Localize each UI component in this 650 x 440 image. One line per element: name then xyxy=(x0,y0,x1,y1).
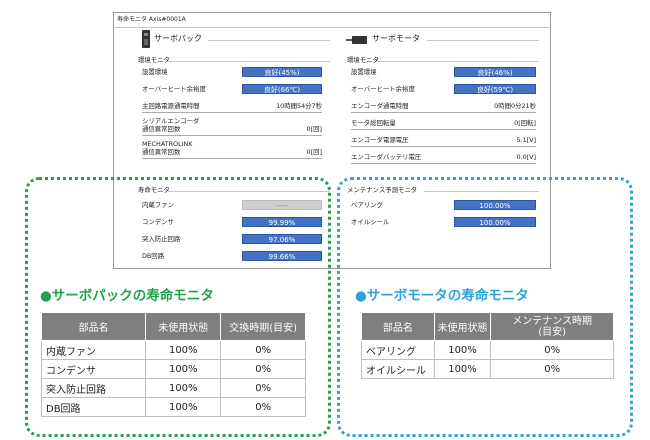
motor-install-env-bar: 良好(46%) xyxy=(454,67,536,77)
pack-overheat-bar: 良好(66℃) xyxy=(242,84,322,94)
life-item-bar: 97.06% xyxy=(242,234,322,244)
table-row: ベアリング 100% 0% xyxy=(361,340,614,360)
table-cell: ベアリング xyxy=(361,340,435,360)
pack-install-env-bar: 良好(45%) xyxy=(242,67,322,77)
motor-battery-voltage-value: 0.0[V] xyxy=(516,153,536,161)
life-item-bar: 99.66% xyxy=(242,251,322,261)
maint-item-bar: 100.00% xyxy=(454,217,536,227)
motor-install-env-label: 設置環境 xyxy=(351,68,377,76)
servomotor-header: サーボモータ xyxy=(372,34,420,43)
motor-encoder-time-label: エンコーダ通電時間 xyxy=(351,102,409,110)
table-header: 交換時期(目安) xyxy=(220,312,306,341)
servopack-icon xyxy=(142,30,150,48)
table-header: 部品名 xyxy=(40,312,147,341)
table-row: 内蔵ファン 100% 0% xyxy=(40,340,306,360)
maint-item-label: オイルシール xyxy=(351,218,390,226)
pack-mechatrolink-value: 0[回] xyxy=(306,148,322,156)
pack-main-power-label: 主回路電源通電時間 xyxy=(142,102,200,110)
motor-overheat-bar: 良好(59℃) xyxy=(454,84,536,94)
table-cell: 0% xyxy=(220,359,306,379)
pack-serial-encoder-sub: 通信異常回数 xyxy=(142,125,181,133)
pack-serial-encoder-label: シリアルエンコーダ xyxy=(142,117,200,125)
servopack-header: サーボパック xyxy=(154,34,202,43)
pack-main-power-value: 10時間54分7秒 xyxy=(276,102,322,110)
table-cell: 0% xyxy=(220,397,306,417)
life-item-label: コンデンサ xyxy=(142,218,174,226)
table-cell: 100% xyxy=(433,340,492,360)
pack-env-title: 環境モニタ xyxy=(138,56,170,64)
life-item-label: DB回路 xyxy=(142,252,165,260)
pack-life-callout xyxy=(25,177,331,437)
maint-item-label: ベアリング xyxy=(351,201,383,209)
table-row: コンデンサ 100% 0% xyxy=(40,359,306,379)
motor-encoder-voltage-label: エンコーダ電源電圧 xyxy=(351,136,409,144)
pack-life-table: 部品名 未使用状態 交換時期(目安) 内蔵ファン 100% 0% コンデンサ 1… xyxy=(40,312,306,417)
pack-mechatrolink-label: MECHATROLINK xyxy=(142,140,193,148)
table-cell: 内蔵ファン xyxy=(40,340,147,360)
motor-overheat-label: オーバーヒート余裕度 xyxy=(351,85,415,93)
table-header: 未使用状態 xyxy=(433,312,492,341)
table-cell: 0% xyxy=(490,340,614,360)
table-row: 突入防止回路 100% 0% xyxy=(40,378,306,398)
table-header-line: メンテナンス時期 xyxy=(512,315,593,327)
table-row: オイルシール 100% 0% xyxy=(361,359,614,379)
table-cell: 100% xyxy=(433,359,492,379)
maint-item-bar: 100.00% xyxy=(454,200,536,210)
life-item-label: 突入防止回路 xyxy=(142,235,181,243)
table-cell: コンデンサ xyxy=(40,359,147,379)
motor-table-title: ●サーボモータの寿命モニタ xyxy=(355,288,529,304)
table-header-maint: メンテナンス時期 (目安) xyxy=(490,312,614,341)
table-cell: 100% xyxy=(145,397,222,417)
pack-life-title: 寿命モニタ xyxy=(138,186,170,194)
table-cell: 100% xyxy=(145,359,222,379)
life-item-label: 内蔵ファン xyxy=(142,201,174,209)
table-cell: 突入防止回路 xyxy=(40,378,147,398)
monitor-window: 寿命モニタ Axis#0001A サーボパック 環境モニタ 設置環境 良好(45… xyxy=(113,12,551,269)
pack-serial-encoder-value: 0[回] xyxy=(306,125,322,133)
table-header: 部品名 xyxy=(361,312,435,341)
table-cell: オイルシール xyxy=(361,359,435,379)
motor-env-title: 環境モニタ xyxy=(347,56,379,64)
pack-table-title: ●サーボパックの寿命モニタ xyxy=(40,288,214,304)
life-item-bar: 99.99% xyxy=(242,217,322,227)
pack-overheat-label: オーバーヒート余裕度 xyxy=(142,85,206,93)
motor-rotation-value: 0[回転] xyxy=(514,119,536,127)
motor-maint-title: メンテナンス予測モニタ xyxy=(347,186,418,194)
table-header: 未使用状態 xyxy=(145,312,222,341)
table-cell: DB回路 xyxy=(40,397,147,417)
table-cell: 100% xyxy=(145,340,222,360)
table-cell: 0% xyxy=(220,378,306,398)
motor-rotation-label: モータ総回転量 xyxy=(351,119,396,127)
motor-encoder-time-value: 0時間0分21秒 xyxy=(494,102,536,110)
window-title: 寿命モニタ Axis#0001A xyxy=(114,13,550,28)
table-header-line: (目安) xyxy=(538,326,567,338)
table-cell: 0% xyxy=(220,340,306,360)
life-item-bar: ----- xyxy=(242,200,322,210)
motor-battery-voltage-label: エンコーダバッテリ電圧 xyxy=(351,153,422,161)
motor-life-table: 部品名 未使用状態 メンテナンス時期 (目安) ベアリング 100% 0% オイ… xyxy=(361,312,614,379)
motor-encoder-voltage-value: 5.1[V] xyxy=(516,136,536,144)
pack-install-env-label: 設置環境 xyxy=(142,68,168,76)
table-row: DB回路 100% 0% xyxy=(40,397,306,417)
table-cell: 0% xyxy=(490,359,614,379)
table-cell: 100% xyxy=(145,378,222,398)
motor-life-callout xyxy=(337,177,633,437)
servomotor-icon xyxy=(346,36,367,44)
pack-mechatrolink-sub: 通信異常回数 xyxy=(142,148,181,156)
